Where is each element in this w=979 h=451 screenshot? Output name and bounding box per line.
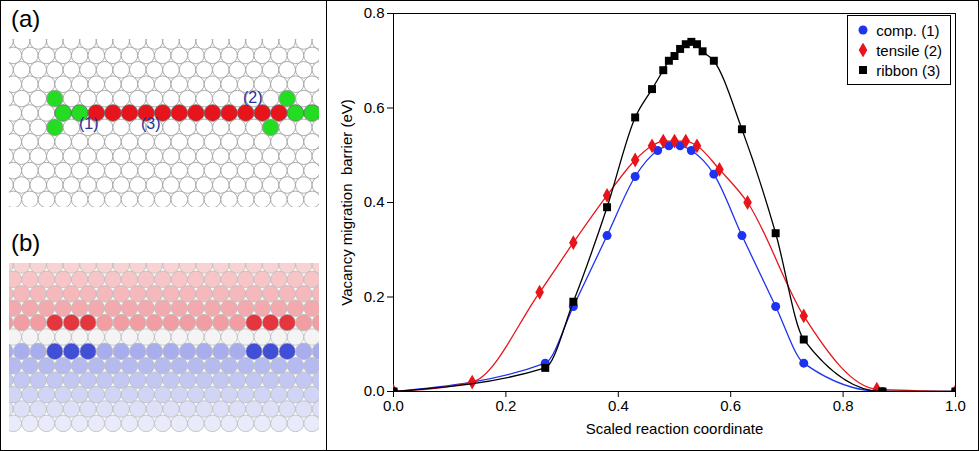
svg-text:0.0: 0.0	[383, 397, 404, 414]
html-text:tensile (2): tensile (2)	[876, 41, 942, 59]
svg-text:0.8: 0.8	[833, 397, 854, 414]
svg-text:(b): (b)	[11, 229, 40, 256]
svg-text:1.0: 1.0	[945, 397, 966, 414]
svg-text:(1): (1)	[79, 115, 99, 132]
svg-text:0.2: 0.2	[495, 397, 516, 414]
svg-text:0.0: 0.0	[364, 382, 385, 399]
html-text:ribbon (3): ribbon (3)	[876, 61, 941, 79]
svg-text:0.6: 0.6	[364, 99, 385, 116]
html-text:comp. (1): comp. (1)	[876, 21, 940, 39]
svg-text:Vacancy migration barrier (eV: Vacancy migration barrier (eV)	[338, 99, 355, 305]
svg-text:(a): (a)	[11, 5, 40, 32]
svg-text:0.4: 0.4	[364, 193, 385, 210]
svg-text:(3): (3)	[141, 115, 161, 132]
svg-text:0.2: 0.2	[364, 288, 385, 305]
svg-text:(2): (2)	[243, 89, 263, 106]
svg-text:0.4: 0.4	[608, 397, 629, 414]
svg-text:0.6: 0.6	[720, 397, 741, 414]
svg-text:0.8: 0.8	[364, 4, 385, 21]
svg-text:Scaled reaction coordinate: Scaled reaction coordinate	[586, 420, 764, 437]
